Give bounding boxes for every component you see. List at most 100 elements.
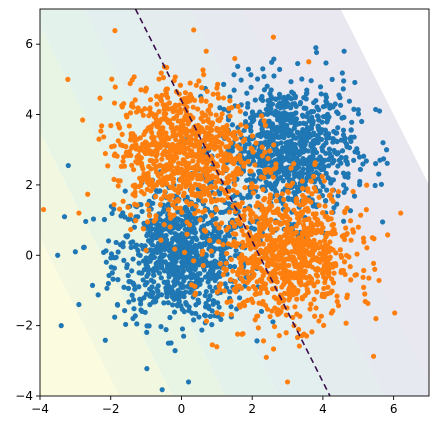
scatter-point (211, 298, 217, 304)
scatter-point (178, 166, 185, 172)
scatter-point (191, 97, 198, 103)
scatter-point (269, 308, 275, 314)
scatter-point (133, 159, 139, 165)
scatter-point (319, 119, 325, 125)
scatter-point (255, 200, 261, 206)
scatter-point (313, 45, 319, 51)
scatter-point (124, 262, 130, 268)
scatter-point (186, 227, 192, 233)
scatter-point (200, 67, 206, 73)
scatter-point (248, 260, 254, 266)
scatter-point (193, 302, 199, 308)
scatter-point (103, 248, 109, 254)
scatter-point (277, 134, 283, 140)
scatter-point (315, 123, 321, 129)
scatter-point (128, 212, 134, 218)
scatter-point (283, 330, 289, 336)
scatter-point (103, 259, 109, 265)
scatter-point (364, 182, 370, 188)
scatter-point (193, 82, 199, 88)
scatter-point (130, 297, 137, 303)
x-tick-label: 2 (248, 402, 256, 416)
scatter-point (380, 219, 386, 225)
scatter-point (189, 148, 195, 154)
scatter-point (177, 237, 183, 243)
scatter-point (325, 284, 331, 290)
scatter-point (293, 198, 300, 204)
scatter-point (147, 228, 153, 234)
scatter-point (323, 170, 329, 176)
scatter-point (313, 305, 319, 311)
scatter-point (270, 126, 276, 133)
scatter-point (215, 91, 221, 97)
scatter-point (312, 313, 318, 319)
scatter-point (160, 75, 167, 81)
scatter-point (316, 107, 322, 113)
scatter-point (164, 294, 170, 300)
scatter-point (247, 123, 254, 129)
scatter-point (192, 283, 198, 289)
scatter-point (231, 286, 237, 293)
scatter-point (297, 101, 303, 107)
scatter-point (361, 153, 367, 159)
scatter-point (178, 134, 185, 140)
scatter-point (303, 105, 309, 111)
scatter-point (292, 118, 298, 124)
scatter-point (165, 340, 172, 346)
y-axis-ticks: −4 −2 0 2 4 6 (15, 37, 40, 403)
scatter-point (267, 313, 273, 320)
scatter-point (270, 174, 276, 180)
scatter-point (323, 60, 329, 66)
scatter-point (257, 265, 263, 271)
scatter-point (147, 286, 153, 292)
scatter-point (150, 200, 156, 206)
scatter-point (117, 242, 123, 248)
scatter-point (324, 256, 330, 262)
scatter-point (322, 214, 328, 220)
scatter-point (224, 250, 230, 257)
scatter-point (289, 249, 295, 255)
decision-boundary-line (134, 9, 331, 396)
scatter-point (150, 134, 156, 140)
scatter-point (275, 102, 281, 108)
scatter-point (295, 288, 301, 294)
scatter-point (193, 203, 199, 209)
scatter-point (254, 279, 260, 285)
scatter-point (301, 217, 307, 223)
scatter-point (278, 234, 284, 240)
scatter-point (309, 191, 315, 197)
scatter-point (226, 209, 233, 215)
scatter-point (321, 285, 327, 292)
scatter-point (263, 245, 270, 252)
scatter-point (147, 97, 154, 103)
scatter-point (188, 244, 194, 250)
scatter-point (202, 207, 208, 214)
scatter-point (250, 172, 257, 178)
scatter-point (221, 106, 227, 112)
scatter-point (273, 198, 280, 204)
scatter-point (260, 273, 266, 279)
scatter-point (253, 184, 260, 190)
scatter-point (236, 129, 242, 135)
scatter-point (76, 301, 82, 308)
scatter-point (199, 327, 205, 333)
scatter-point (245, 104, 251, 110)
scatter-point (235, 166, 241, 172)
scatter-point (163, 135, 169, 141)
scatter-point (130, 167, 137, 173)
scatter-point (61, 214, 68, 220)
scatter-point (364, 245, 370, 251)
scatter-point (126, 123, 132, 129)
scatter-point (283, 202, 289, 208)
scatter-point (172, 107, 178, 113)
scatter-point (105, 280, 112, 287)
scatter-point (72, 249, 78, 255)
scatter-point (325, 290, 331, 297)
scatter-point (110, 276, 116, 282)
scatter-point (83, 218, 89, 225)
scatter-point (260, 97, 266, 103)
scatter-point (335, 303, 342, 309)
scatter-point (285, 256, 291, 262)
scatter-point (289, 254, 295, 260)
scatter-point (232, 279, 238, 285)
